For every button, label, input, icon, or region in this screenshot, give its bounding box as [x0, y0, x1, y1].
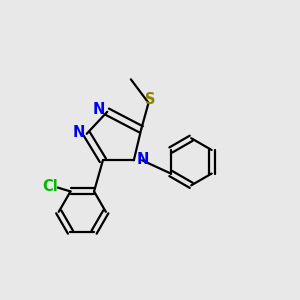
Text: N: N	[92, 102, 105, 117]
Text: N: N	[72, 125, 85, 140]
Text: Cl: Cl	[43, 178, 58, 194]
Text: S: S	[145, 92, 156, 107]
Text: N: N	[136, 152, 149, 166]
